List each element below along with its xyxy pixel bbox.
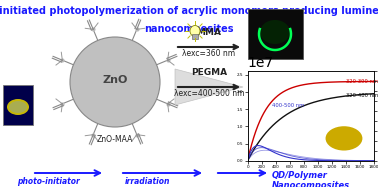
Text: ZnO-MAA: ZnO-MAA	[97, 134, 133, 143]
Bar	[248, 9, 303, 59]
Polygon shape	[175, 69, 243, 105]
Text: QD/Polymer
Nanocomposites: QD/Polymer Nanocomposites	[272, 171, 350, 187]
Text: λexc=360 nm: λexc=360 nm	[183, 49, 235, 58]
Text: MMA: MMA	[197, 28, 222, 37]
Text: irradiation: irradiation	[125, 177, 170, 186]
Ellipse shape	[260, 20, 290, 44]
Text: ZnO: ZnO	[102, 75, 128, 85]
Text: 320-390 nm: 320-390 nm	[346, 79, 378, 84]
Ellipse shape	[7, 99, 29, 115]
Bar	[192, 34, 198, 39]
Text: PEGMA: PEGMA	[191, 68, 227, 77]
Text: ZnO  initiated photopolymerization of acrylic monomers producing luminescent: ZnO initiated photopolymerization of acr…	[0, 6, 378, 16]
Text: photo-initiator: photo-initiator	[17, 177, 80, 186]
Ellipse shape	[9, 101, 27, 113]
Text: 320-480 nm: 320-480 nm	[346, 93, 378, 98]
Ellipse shape	[325, 126, 363, 151]
Text: nanocomposites: nanocomposites	[144, 24, 234, 34]
Bar	[3, 85, 33, 125]
Circle shape	[70, 37, 160, 127]
Ellipse shape	[190, 25, 200, 36]
Text: λexc=400-500 nm: λexc=400-500 nm	[174, 89, 244, 98]
Text: 400-500 nm: 400-500 nm	[272, 103, 305, 108]
